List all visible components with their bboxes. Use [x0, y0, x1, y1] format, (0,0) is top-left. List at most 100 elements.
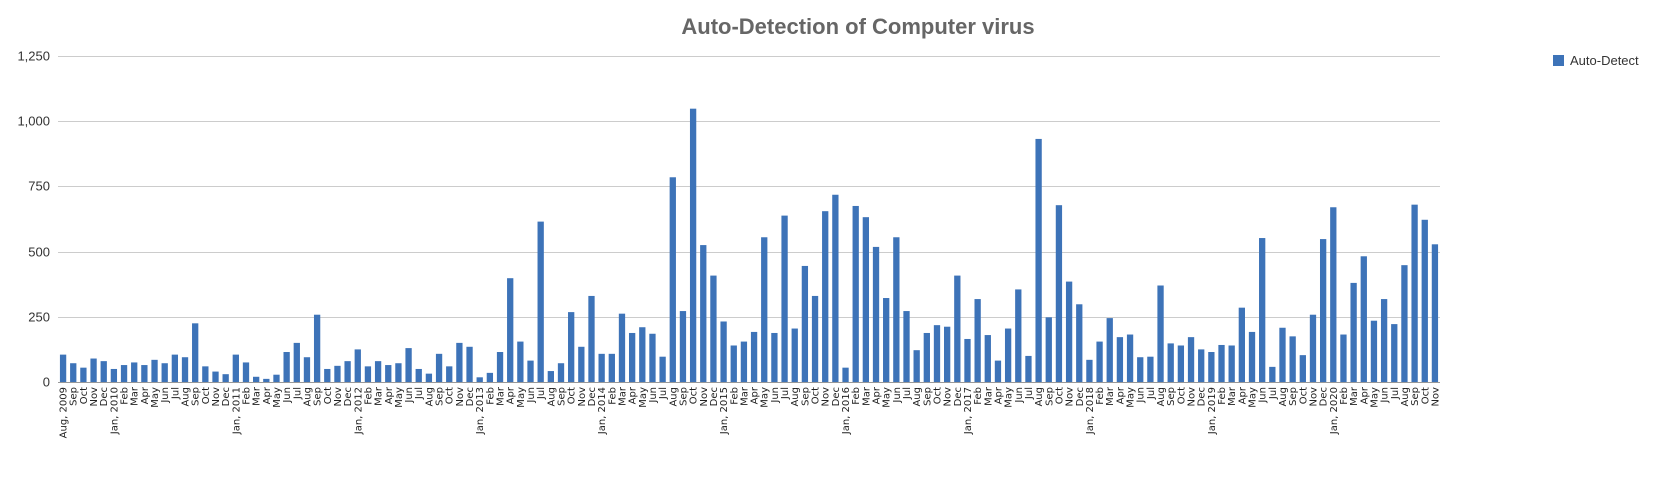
- bar: [689, 108, 697, 383]
- x-tick-label: Dec: [99, 387, 110, 406]
- bar: [232, 354, 239, 382]
- bar: [883, 298, 890, 382]
- x-tick-label: Jul: [780, 387, 791, 400]
- bar: [700, 245, 707, 382]
- bar: [1004, 328, 1012, 382]
- x-axis-ticks: Aug, 2009 Sep Oct Nov Dec Jan, 2010 Feb Mar Apr M…: [59, 386, 1442, 438]
- x-tick-label: Oct: [201, 387, 212, 404]
- bar: [1198, 349, 1205, 382]
- bar: [750, 331, 758, 382]
- bar: [131, 362, 138, 382]
- x-tick-label: Mar: [739, 386, 750, 406]
- bar: [70, 363, 77, 382]
- x-tick-label: Aug: [181, 387, 192, 407]
- bar: [405, 348, 412, 382]
- bar: [263, 378, 270, 382]
- x-tick-label: Feb: [1095, 387, 1106, 405]
- x-tick-label: Apr: [1359, 386, 1370, 404]
- bar: [527, 360, 534, 382]
- x-tick-label: Oct: [932, 387, 943, 404]
- bar: [822, 211, 829, 382]
- bar: [1350, 282, 1357, 382]
- x-tick-label: Jan, 2018: [1085, 387, 1096, 435]
- y-tick-label: 750: [28, 179, 50, 194]
- x-tick-label: Jan, 2020: [1329, 387, 1340, 435]
- x-tick-label: Sep: [191, 387, 202, 406]
- x-tick-label: Jul: [1268, 387, 1279, 400]
- bar: [202, 366, 209, 382]
- gridlines: [58, 56, 1440, 383]
- x-tick-label: Feb: [241, 387, 252, 405]
- bar: [984, 335, 991, 382]
- x-tick-label: Sep: [1410, 387, 1421, 406]
- x-tick-label: Oct: [445, 387, 456, 404]
- bar: [954, 275, 961, 382]
- bar: [628, 332, 636, 382]
- x-tick-label: Jul: [1024, 387, 1035, 400]
- bar: [1096, 341, 1103, 382]
- bar: [476, 377, 483, 382]
- bar: [761, 237, 768, 382]
- y-tick-label: 250: [28, 310, 50, 325]
- x-tick-label: Mar: [617, 386, 628, 406]
- bar: [59, 354, 67, 382]
- bar: [842, 367, 849, 382]
- bar: [1218, 344, 1225, 382]
- bar: [740, 341, 748, 382]
- x-tick-label: Sep: [800, 387, 811, 406]
- x-tick-label: Aug: [546, 387, 557, 407]
- bar: [557, 363, 565, 382]
- bar: [435, 353, 443, 382]
- bar: [1279, 327, 1286, 382]
- legend-label: Auto-Detect: [1570, 53, 1639, 68]
- bar: [1340, 334, 1347, 382]
- bar: [933, 325, 941, 382]
- bar: [344, 361, 351, 382]
- x-tick-label: Feb: [973, 387, 984, 405]
- x-tick-label: Oct: [567, 387, 578, 404]
- bar: [811, 295, 819, 382]
- legend: Auto-Detect: [1553, 53, 1639, 68]
- x-tick-label: Dec: [709, 387, 720, 406]
- x-tick-label: Nov: [699, 387, 710, 407]
- bar: [578, 346, 585, 382]
- bar: [1360, 256, 1367, 382]
- bar: [80, 367, 87, 382]
- x-tick-label: Apr: [628, 386, 639, 404]
- x-tick-label: Oct: [323, 387, 334, 404]
- bar: [151, 359, 158, 382]
- x-tick-label: Jul: [902, 387, 913, 400]
- bar: [212, 371, 219, 382]
- x-tick-label: May: [1004, 387, 1015, 408]
- bar: [354, 349, 361, 382]
- x-tick-label: Jun: [648, 387, 659, 404]
- bar: [1269, 366, 1276, 382]
- bar: [517, 341, 524, 382]
- x-tick-label: Oct: [689, 387, 700, 404]
- bar: [1065, 281, 1073, 382]
- bar: [293, 342, 300, 382]
- bar: [974, 299, 981, 382]
- x-tick-label: Jun: [1380, 387, 1391, 404]
- bar: [1167, 343, 1174, 382]
- legend-swatch: [1553, 55, 1564, 66]
- bar: [1299, 355, 1306, 382]
- bar: [537, 221, 544, 382]
- bar: [496, 352, 504, 382]
- bar: [1238, 307, 1245, 382]
- x-tick-label: Jan, 2017: [963, 387, 974, 435]
- bar: [242, 362, 250, 382]
- bar: [486, 372, 494, 382]
- bar: [374, 361, 382, 382]
- bar: [364, 366, 372, 382]
- bar: [781, 215, 788, 382]
- bar: [893, 237, 900, 382]
- bar: [192, 323, 199, 382]
- x-tick-label: Jan, 2019: [1207, 387, 1218, 435]
- bar: [618, 313, 626, 382]
- x-tick-label: Nov: [455, 387, 466, 407]
- bar: [334, 365, 341, 382]
- x-tick-label: Dec: [465, 387, 476, 406]
- bar: [964, 338, 971, 382]
- x-tick-label: Jun: [526, 387, 537, 404]
